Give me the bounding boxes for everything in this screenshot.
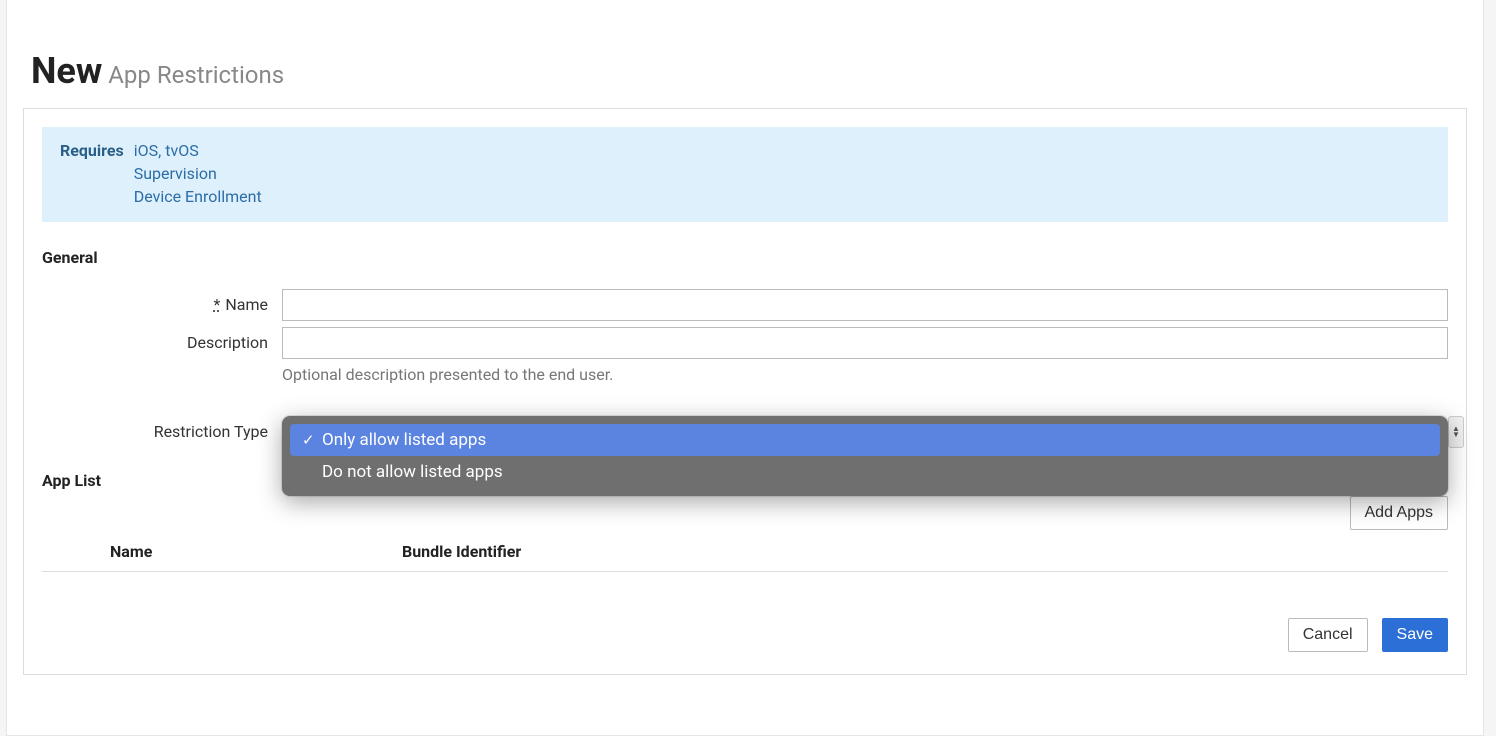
requires-link-platforms[interactable]: iOS, tvOS: [134, 141, 262, 160]
row-name: * Name: [42, 289, 1448, 321]
restriction-type-dropdown: ✓ Only allow listed apps Do not allow li…: [282, 416, 1448, 496]
requires-link-supervision[interactable]: Supervision: [134, 164, 262, 183]
requires-link-device-enrollment[interactable]: Device Enrollment: [134, 187, 262, 206]
dropdown-option-only-allow[interactable]: ✓ Only allow listed apps: [290, 424, 1440, 456]
select-stepper-icon[interactable]: ▲▼: [1448, 416, 1464, 448]
general-heading: General: [42, 248, 1448, 267]
row-description: Description Optional description present…: [42, 327, 1448, 400]
add-apps-button[interactable]: Add Apps: [1350, 496, 1449, 530]
requires-box: Requires iOS, tvOS Supervision Device En…: [42, 127, 1448, 222]
requires-links: iOS, tvOS Supervision Device Enrollment: [134, 141, 262, 206]
col-header-bundle: Bundle Identifier: [402, 534, 1448, 572]
table-header-row: Name Bundle Identifier: [42, 534, 1448, 572]
label-name: * Name: [42, 289, 282, 314]
checkmark-icon: ✓: [302, 431, 322, 449]
page-title: New App Restrictions: [7, 50, 1483, 108]
actions-row: Cancel Save: [42, 618, 1448, 652]
app-list-toolbar: Add Apps: [42, 496, 1448, 530]
page-title-subtitle: App Restrictions: [108, 61, 284, 89]
label-description: Description: [42, 327, 282, 352]
col-header-name: Name: [42, 534, 402, 572]
page-title-bold: New: [31, 50, 102, 92]
label-restriction-type: Restriction Type: [42, 416, 282, 441]
dropdown-option-label: Do not allow listed apps: [322, 462, 503, 482]
dropdown-option-label: Only allow listed apps: [322, 430, 486, 450]
description-helper: Optional description presented to the en…: [282, 365, 1448, 384]
form-page: New App Restrictions Requires iOS, tvOS …: [6, 0, 1484, 736]
description-input[interactable]: [282, 327, 1448, 359]
app-list-table: Name Bundle Identifier: [42, 534, 1448, 572]
name-input[interactable]: [282, 289, 1448, 321]
dropdown-option-do-not-allow[interactable]: Do not allow listed apps: [290, 456, 1440, 488]
form-panel: Requires iOS, tvOS Supervision Device En…: [23, 108, 1467, 675]
label-name-text: Name: [225, 295, 268, 314]
cancel-button[interactable]: Cancel: [1288, 618, 1368, 652]
save-button[interactable]: Save: [1382, 618, 1448, 652]
requires-label: Requires: [60, 141, 124, 160]
row-restriction-type: Restriction Type ▲▼ ✓ Only allow listed …: [42, 416, 1448, 441]
required-mark: *: [214, 295, 221, 314]
